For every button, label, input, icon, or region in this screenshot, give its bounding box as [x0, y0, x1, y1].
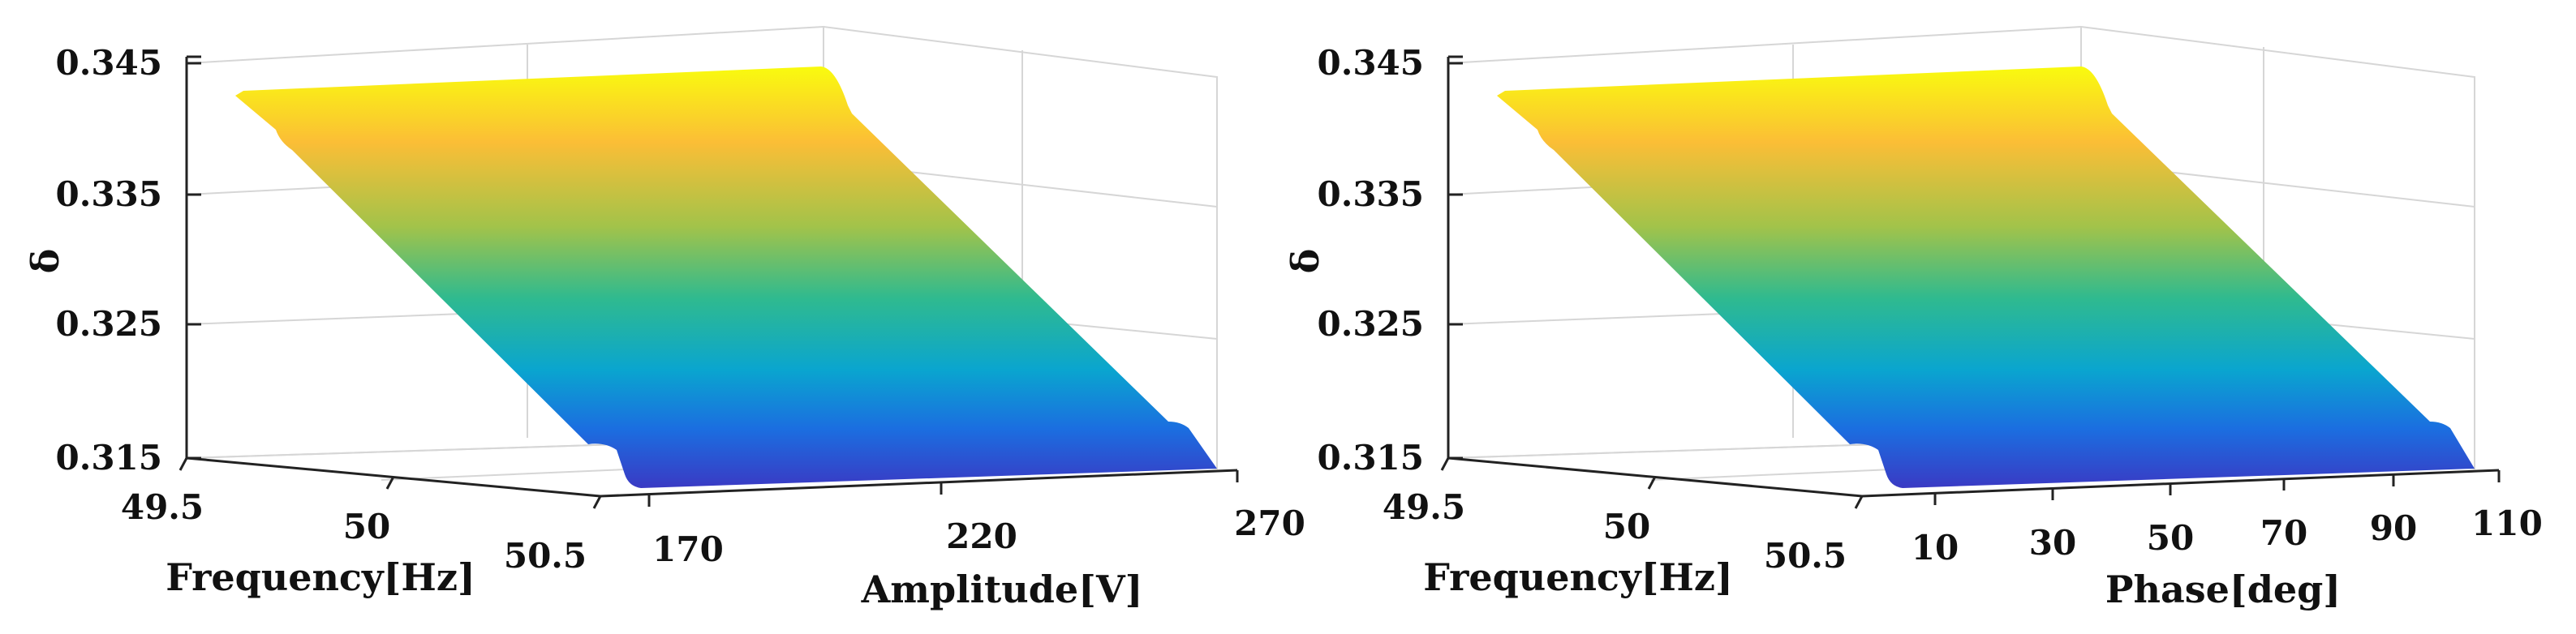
right-x-tick-50.5: 50.5: [1764, 536, 1847, 576]
right-y-label: Phase[deg]: [2105, 568, 2341, 611]
right-y-tick-10: 10: [1912, 528, 1959, 568]
right-x-label: Frequency[Hz]: [1423, 555, 1733, 599]
left-z-tick-0.335: 0.335: [55, 174, 162, 214]
right-z-tick-0.325: 0.325: [1317, 304, 1424, 344]
right-y-ticks: 10 30 50 70 90 110: [1912, 470, 2543, 568]
left-y-tick-220: 220: [946, 516, 1017, 556]
right-x-tick-50: 50: [1603, 507, 1650, 546]
right-z-tick-0.315: 0.315: [1317, 438, 1424, 478]
left-y-ticks: 170 220 270: [647, 470, 1305, 569]
right-z-label: δ: [1284, 249, 1327, 274]
left-z-label: δ: [24, 249, 67, 274]
right-y-tick-30: 30: [2029, 523, 2076, 563]
left-y-axis: [600, 469, 1238, 498]
left-surface: [235, 66, 1217, 488]
right-y-tick-110: 110: [2471, 503, 2543, 543]
left-plot: 0.345 0.335 0.325 0.315 δ 49.5 50 50.5 F…: [24, 25, 1305, 611]
right-y-tick-90: 90: [2370, 508, 2417, 548]
left-y-tick-270: 270: [1234, 503, 1305, 543]
left-y-label: Amplitude[V]: [861, 568, 1143, 611]
left-x-tick-49.5: 49.5: [121, 487, 204, 527]
left-z-tick-0.325: 0.325: [55, 304, 162, 344]
left-z-tick-0.345: 0.345: [55, 43, 162, 83]
right-x-tick-49.5: 49.5: [1383, 487, 1465, 527]
left-x-ticks: 49.5 50 50.5: [121, 457, 602, 576]
right-z-tick-0.345: 0.345: [1317, 43, 1424, 83]
left-x-tick-50.5: 50.5: [504, 536, 587, 576]
right-z-tick-0.335: 0.335: [1317, 174, 1424, 214]
left-z-tick-0.315: 0.315: [55, 438, 162, 478]
right-x-ticks: 49.5 50 50.5: [1383, 457, 1864, 576]
left-z-ticks: 0.345 0.335 0.325 0.315: [55, 43, 201, 478]
right-y-tick-70: 70: [2260, 513, 2307, 553]
right-z-ticks: 0.345 0.335 0.325 0.315: [1317, 43, 1463, 478]
left-x-tick-50: 50: [343, 507, 390, 546]
right-y-tick-50: 50: [2147, 518, 2194, 558]
right-surface: [1497, 66, 2475, 488]
right-plot: 0.345 0.335 0.325 0.315 δ 49.5 50 50.5 F…: [1284, 25, 2543, 611]
left-y-tick-170: 170: [652, 529, 724, 569]
left-x-label: Frequency[Hz]: [166, 555, 475, 599]
